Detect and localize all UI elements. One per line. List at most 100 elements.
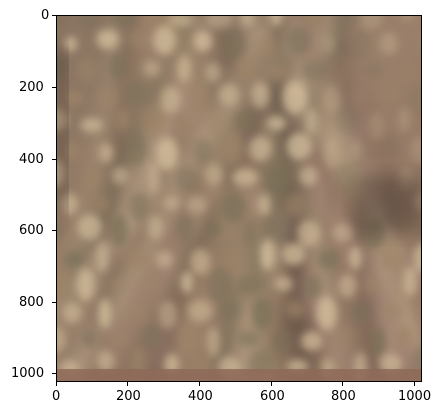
texture-cell [141,325,162,350]
texture-cell [381,135,400,158]
texture-cell [63,90,85,106]
texture-cell [96,29,119,50]
texture-cell [145,272,159,291]
texture-cell [155,250,174,269]
texture-cell [95,197,109,212]
texture-cell [348,89,363,109]
texture-cell [76,268,95,302]
texture-cell [220,135,244,165]
texture-streak [57,16,324,313]
texture-cell [206,327,220,357]
texture-cell [77,213,102,241]
texture-cell [147,162,160,195]
texture-cell [175,165,197,192]
texture-cell [378,237,404,270]
texture-streak [95,16,259,381]
texture-cell [409,136,421,164]
texture-cell [193,138,214,166]
texture-cell [57,271,72,302]
texture-cell [205,164,223,185]
texture-cell [274,276,293,292]
texture-cell [248,136,272,162]
y-tick-mark [52,15,56,16]
x-tick-mark [127,382,128,386]
texture-cell [217,301,241,321]
texture-cell [124,79,149,107]
texture-cell [225,28,245,60]
texture-cell [128,251,151,268]
texture-cell [107,331,129,347]
texture-cell [406,84,421,114]
texture-cell [126,300,146,324]
texture-cell [251,298,273,331]
texture-cell [322,84,341,111]
x-tick-mark [342,382,343,386]
texture-cell [112,16,136,28]
texture-cell [221,192,246,223]
texture-cell [378,83,401,104]
texture-cell [237,330,260,347]
y-tick-label: 0 [41,8,50,23]
texture-cell [361,16,383,30]
blurred-photo-image [57,16,421,381]
texture-cell [110,277,129,293]
x-tick-mark [199,382,200,386]
x-tick-label: 200 [116,389,141,404]
texture-cell [237,54,258,81]
texture-cell [160,86,181,114]
texture-cell [282,81,308,114]
texture-cell [158,300,177,329]
texture-cell [96,349,115,373]
texture-cell [399,66,416,81]
texture-cell [268,64,291,81]
texture-cell [257,194,271,216]
texture-cell [174,116,189,137]
texture-cell [62,302,82,323]
x-tick-label: 0 [52,389,61,404]
texture-cell [223,252,237,271]
texture-cell [397,325,412,347]
texture-cell [205,220,221,236]
texture-cell [371,326,386,358]
texture-cell [240,16,255,27]
texture-cell [282,242,306,266]
texture-cell [414,304,421,322]
texture-cell [127,133,148,166]
texture-cell [285,192,307,217]
texture-cell [302,16,325,27]
texture-cell [84,166,99,189]
texture-cell [236,275,263,295]
texture-cell [271,327,293,354]
texture-cell [142,60,161,77]
texture-cell [259,239,275,271]
texture-cell [63,250,85,269]
texture-cell [299,166,318,186]
texture-cell [333,323,355,350]
texture-streak [57,16,200,326]
texture-cell [193,83,207,109]
x-tick-label: 400 [188,389,213,404]
texture-cell [324,186,337,214]
texture-cell [412,243,421,273]
texture-cell [266,166,288,195]
texture-cell [397,108,411,133]
texture-cell [147,215,164,240]
texture-cell [128,192,150,222]
texture-cell [206,114,225,140]
texture-cell [268,216,291,244]
texture-cell [304,107,318,135]
texture-cell [300,331,323,351]
texture-cell [207,16,233,29]
texture-cell [286,26,311,54]
texture-cell [379,353,403,374]
texture-cell [242,220,256,247]
y-tick-label: 200 [19,80,44,95]
texture-cell [110,53,127,80]
texture-cell [114,109,131,132]
texture-cell [142,16,167,29]
texture-cell [193,31,212,52]
texture-cell [338,273,357,298]
texture-cell [316,296,337,331]
texture-cell [57,224,67,239]
y-tick-mark [52,159,56,160]
